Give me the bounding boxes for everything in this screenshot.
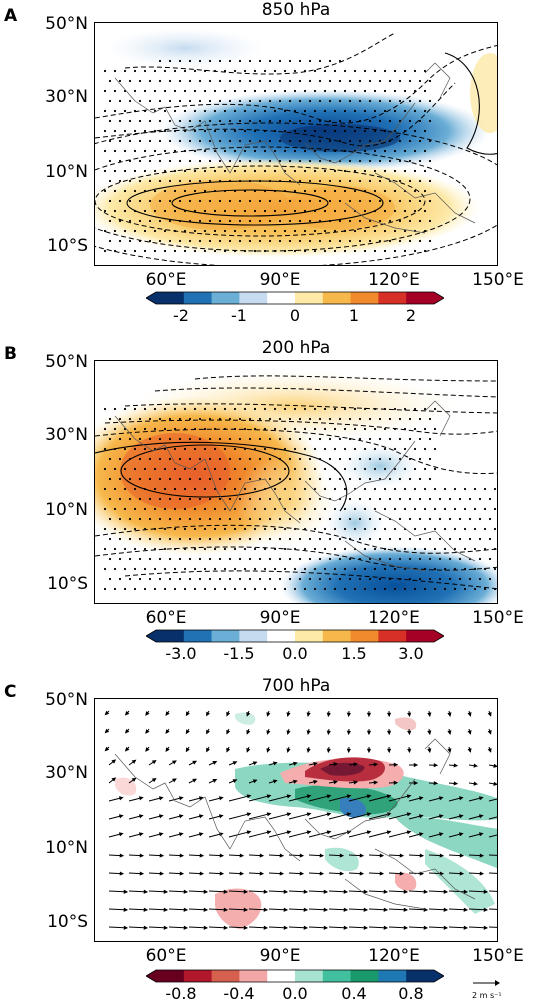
lat-label: 30°N [45,763,88,783]
colorbar-tick: -1.5 [223,644,255,663]
lat-label: 30°N [45,425,88,445]
colorbar-tick: 0.0 [282,984,308,1003]
colorbar-segment [322,630,352,642]
colorbar [146,629,444,643]
colorbar-extend-high [434,970,444,982]
lon-label: 90°E [259,946,301,966]
wind-vectors [104,710,497,930]
lon-label: 90°E [259,608,301,628]
colorbar-tick: 0.8 [398,984,424,1003]
colorbar-segment [267,630,296,642]
colorbar-segment [211,970,240,982]
lat-label: 10°S [47,236,88,256]
colorbar-segment [183,970,213,982]
panel-title: 200 hPa [261,338,331,358]
lon-label: 120°E [368,608,420,628]
lon-label: 150°E [472,270,524,290]
panel-b: B 200 hPa [0,338,533,668]
colorbar-segment [156,630,185,642]
colorbar-extend-low [146,970,156,982]
lon-label: 60°E [145,946,187,966]
colorbar-tick: 1.5 [341,644,367,663]
colorbar-extend-low [146,630,156,642]
map-plot [95,28,497,265]
colorbar-tick: -3.0 [165,644,197,663]
colorbar-segment [350,292,379,304]
lat-label: 10°N [45,838,88,858]
lon-label: 90°E [259,270,301,290]
colorbar-segment [378,630,407,642]
colorbar-segment [156,292,185,304]
colorbar-extend-low [146,292,156,304]
panel-c: C 700 hPa [0,676,533,1008]
panel-title: 700 hPa [261,676,331,696]
lat-label: 50°N [45,690,88,710]
lon-label: 120°E [368,946,420,966]
lat-label: 10°N [45,162,88,182]
colorbar [146,291,444,305]
colorbar-tick: 0 [289,306,301,325]
panel-letter: C [4,682,17,702]
colorbar-segment [239,970,268,982]
panel-letter: B [4,344,17,364]
map-area [94,360,498,604]
colorbar-segment [295,292,324,304]
colorbar-tick: -2 [173,306,189,325]
lon-label: 150°E [472,608,524,628]
reference-vector-arrow [473,980,500,986]
lat-label: 50°N [45,14,88,34]
map-plot [95,371,497,603]
lat-label: 10°N [45,500,88,520]
colorbar-segment [295,970,324,982]
map-plot [104,710,497,930]
colorbar-segment [267,970,296,982]
lat-label: 10°S [47,574,88,594]
colorbar-tick: 1 [348,306,360,325]
panel-letter: A [4,6,18,26]
colorbar [146,969,444,983]
colorbar-segment [406,970,435,982]
lat-label: 30°N [45,87,88,107]
colorbar-segment [267,292,296,304]
panel-title: 850 hPa [261,0,331,20]
lat-label: 50°N [45,352,88,372]
colorbar-tick: 0.4 [341,984,367,1003]
colorbar-segment [322,970,352,982]
colorbar-tick: -0.4 [223,984,255,1003]
colorbar-segment [322,292,352,304]
panel-a: A 850 hPa [0,0,533,330]
lon-label: 60°E [145,270,187,290]
colorbar-segment [378,292,407,304]
colorbar-segment [183,292,213,304]
colorbar-segment [350,630,379,642]
colorbar-extend-high [434,292,444,304]
colorbar-extend-high [434,630,444,642]
colorbar-segment [239,630,268,642]
colorbar-tick: 0.0 [282,644,308,663]
colorbar-tick: 2 [405,306,417,325]
lon-label: 120°E [368,270,420,290]
colorbar-segment [406,292,435,304]
colorbar-tick: -1 [231,306,247,325]
colorbar-segment [239,292,268,304]
colorbar-segment [156,970,185,982]
colorbar-segment [295,630,324,642]
colorbar-segment [183,630,213,642]
lon-label: 150°E [472,946,524,966]
colorbar-segment [211,630,240,642]
colorbar-tick: 3.0 [398,644,424,663]
colorbar-segment [350,970,379,982]
map-area [94,22,498,266]
reference-vector-label: 2 m s⁻¹ [472,991,502,1000]
colorbar-tick: -0.8 [165,984,197,1003]
colorbar-segment [406,630,435,642]
map-area [94,698,498,942]
lat-label: 10°S [47,912,88,932]
colorbar-segment [211,292,240,304]
colorbar-segment [378,970,407,982]
lon-label: 60°E [145,608,187,628]
